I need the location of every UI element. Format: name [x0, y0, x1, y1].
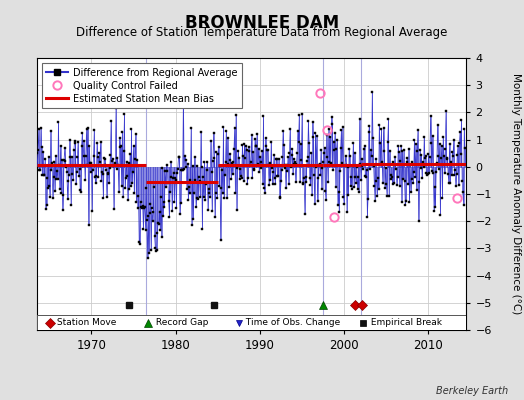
Text: Empirical Break: Empirical Break [367, 318, 442, 327]
Text: Difference of Station Temperature Data from Regional Average: Difference of Station Temperature Data f… [77, 26, 447, 39]
Text: Station Move: Station Move [54, 318, 116, 327]
Text: Berkeley Earth: Berkeley Earth [436, 386, 508, 396]
Legend: Difference from Regional Average, Quality Control Failed, Estimated Station Mean: Difference from Regional Average, Qualit… [41, 63, 242, 108]
Text: BROWNLEE DAM: BROWNLEE DAM [185, 14, 339, 32]
Bar [37, 315, 466, 330]
Text: Record Gap: Record Gap [152, 318, 208, 327]
Text: Time of Obs. Change: Time of Obs. Change [243, 318, 340, 327]
Text: Monthly Temperature Anomaly Difference (°C): Monthly Temperature Anomaly Difference (… [511, 73, 521, 315]
